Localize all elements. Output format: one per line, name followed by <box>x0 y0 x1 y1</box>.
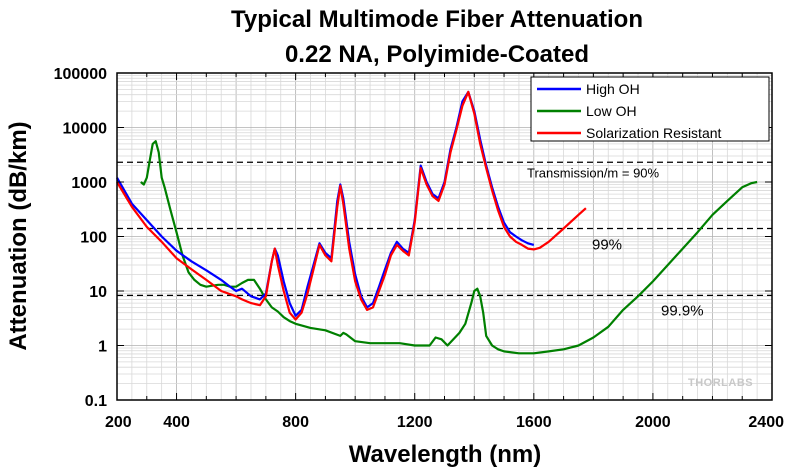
legend: High OH Low OH Solarization Resistant <box>530 76 770 142</box>
thorlabs-logo: THORLABS <box>688 377 753 389</box>
reference-lines: Transmission/m = 90% 99% 99.9% <box>117 161 772 319</box>
legend-box <box>530 76 770 142</box>
x-tick-labels: 200 400 800 1200 1600 2000 2400 <box>105 414 784 431</box>
series-line-solarization-resistant <box>116 90 587 321</box>
series-lines <box>116 90 758 355</box>
x-tick-label: 400 <box>163 414 190 431</box>
x-tick-label: 200 <box>105 414 132 431</box>
x-tick-label: 1600 <box>516 414 552 431</box>
y-tick-label: 1000 <box>71 175 107 192</box>
y-tick-label: 100 <box>80 230 107 247</box>
y-tick-labels: 0.1 1 10 100 1000 10000 100000 <box>54 66 107 410</box>
x-tick-label: 1200 <box>397 414 433 431</box>
chart-title-line-2: 0.22 NA, Polyimide-Coated <box>285 41 589 68</box>
legend-entry-label: Low OH <box>586 103 637 119</box>
y-axis-label: Attenuation (dB/km) <box>5 121 32 350</box>
y-tick-label: 10 <box>89 284 107 301</box>
y-tick-label: 0.1 <box>85 393 107 410</box>
y-tick-label: 10000 <box>63 121 108 138</box>
axis-ticks <box>116 72 773 401</box>
x-axis-label: Wavelength (nm) <box>349 441 541 468</box>
y-tick-label: 1 <box>98 339 107 356</box>
legend-entry-label: Solarization Resistant <box>586 125 722 141</box>
x-tick-label: 2400 <box>748 414 784 431</box>
series-line-low-oh <box>140 140 758 355</box>
x-tick-label: 2000 <box>635 414 671 431</box>
x-tick-label: 800 <box>282 414 309 431</box>
chart-title-line-1: Typical Multimode Fiber Attenuation <box>231 6 643 33</box>
y-tick-label: 100000 <box>54 66 107 83</box>
reference-line-label: Transmission/m = 90% <box>527 165 660 180</box>
legend-entry-label: High OH <box>586 81 640 97</box>
reference-line-label: 99.9% <box>661 302 704 319</box>
reference-line-label: 99% <box>592 237 622 254</box>
